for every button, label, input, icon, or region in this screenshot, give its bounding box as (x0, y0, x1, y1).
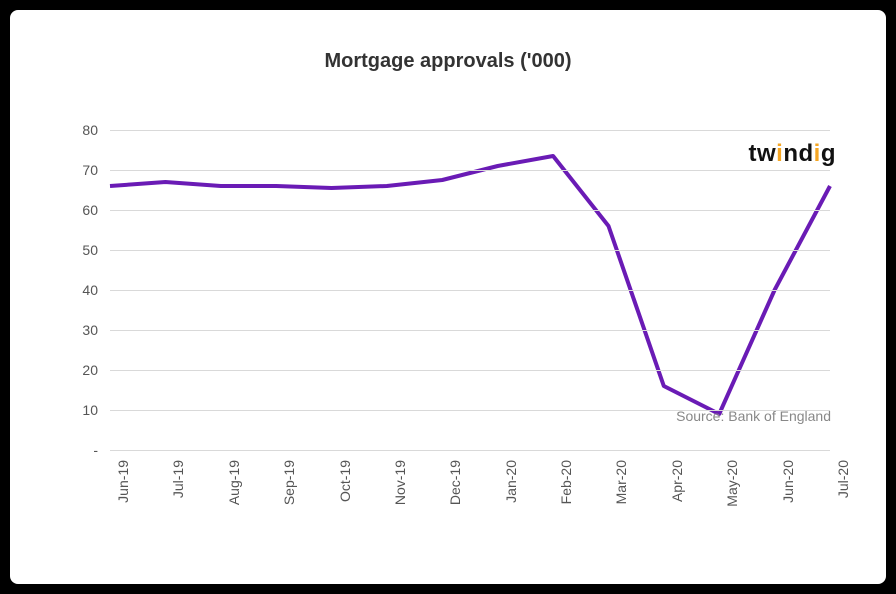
x-axis-label: Feb-20 (558, 460, 574, 504)
x-axis-label: Sep-19 (281, 460, 297, 505)
y-axis-label: 60 (82, 202, 110, 218)
x-axis-label: Apr-20 (669, 460, 685, 502)
x-axis-label: Mar-20 (613, 460, 629, 504)
y-axis-label: 50 (82, 242, 110, 258)
x-axis-label: Jun-20 (780, 460, 796, 503)
chart-card: Mortgage approvals ('000) twindig -10203… (10, 10, 886, 584)
y-axis-label: 70 (82, 162, 110, 178)
y-axis-label: 10 (82, 402, 110, 418)
x-axis-label: Aug-19 (226, 460, 242, 505)
x-axis-label: May-20 (724, 460, 740, 507)
data-line (110, 156, 830, 414)
gridline (110, 330, 830, 331)
y-axis-label: 40 (82, 282, 110, 298)
y-axis-label: 30 (82, 322, 110, 338)
y-axis-label: - (93, 442, 110, 458)
x-axis-label: Jun-19 (115, 460, 131, 503)
plot-area: -1020304050607080 (110, 130, 830, 450)
gridline (110, 210, 830, 211)
y-axis-label: 20 (82, 362, 110, 378)
source-text: Source: Bank of England (676, 408, 831, 424)
x-axis-labels: Jun-19 Jul-19 Aug-19 Sep-19 Oct-19 Nov-19 Dec-… (110, 460, 830, 560)
gridline (110, 250, 830, 251)
x-axis-label: Jul-20 (835, 460, 851, 498)
gridline (110, 450, 830, 451)
x-axis-label: Jan-20 (503, 460, 519, 503)
gridline (110, 130, 830, 131)
gridline (110, 170, 830, 171)
gridline (110, 290, 830, 291)
gridline (110, 370, 830, 371)
x-axis-label: Jul-19 (170, 460, 186, 498)
x-axis-label: Nov-19 (392, 460, 408, 505)
y-axis-label: 80 (82, 122, 110, 138)
chart-title: Mortgage approvals ('000) (10, 50, 886, 73)
x-axis-label: Oct-19 (337, 460, 353, 502)
x-axis-label: Dec-19 (447, 460, 463, 505)
